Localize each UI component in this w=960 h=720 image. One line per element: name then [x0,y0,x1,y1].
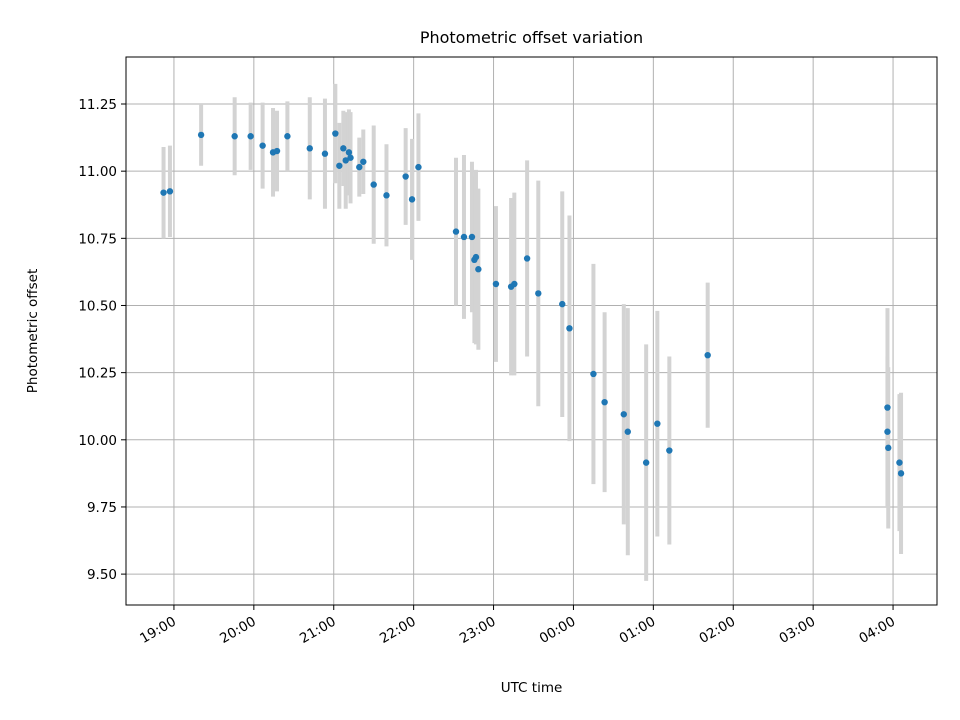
x-axis-ticks: 19:00 20:00 21:00 22:00 23:00 00:00 01:00 02:00… [137,605,898,647]
plot-frame [125,56,938,606]
data-point [408,196,416,203]
data-point [654,420,661,427]
data-point [468,233,476,241]
data-point [452,228,460,235]
data-point [624,428,631,435]
data-point [332,130,339,137]
x-tick-label: 01:00 [617,614,659,647]
data-point [566,325,573,332]
x-tick-label: 22:00 [377,614,419,647]
data-point [523,255,531,262]
data-point [273,147,281,155]
data-point [342,157,349,164]
x-tick-label: 21:00 [297,614,339,647]
data-point [590,370,597,378]
x-tick-label: 03:00 [776,614,818,647]
y-tick-label: 9.50 [87,567,117,583]
x-tick-label: 04:00 [856,614,898,647]
data-point [370,181,377,188]
data-point [284,133,291,140]
x-axis-label: UTC time [501,680,563,696]
data-point [345,149,353,156]
x-tick-label: 20:00 [217,614,259,647]
data-point [321,150,329,157]
y-tick-label: 9.75 [87,500,117,516]
data-point [402,173,409,180]
y-tick-label: 10.25 [78,366,117,382]
data-point [383,192,390,199]
data-point [166,188,174,195]
data-point [897,470,905,477]
data-point [642,459,650,466]
y-axis-ticks: 9.50 9.75 10.00 10.25 10.50 10.75 11.00 11.25 [78,97,126,583]
x-tick-label: 23:00 [457,614,499,647]
y-tick-label: 10.00 [78,433,117,449]
data-point [472,253,480,261]
x-tick-label: 00:00 [537,614,579,647]
data-point [704,351,711,359]
y-tick-label: 11.25 [78,97,117,113]
data-point [247,133,254,140]
data-point [559,300,566,308]
data-point [336,162,343,169]
data-point [460,233,468,241]
data-point [884,404,891,411]
y-tick-label: 11.00 [78,164,117,180]
data-point [885,444,892,452]
data-point [884,428,891,435]
data-points [160,130,905,477]
data-point [896,459,903,466]
y-tick-label: 10.50 [78,298,117,314]
data-point [511,280,518,288]
data-point [666,447,673,454]
data-point [620,411,627,418]
data-point [231,133,238,140]
data-point [340,145,347,152]
data-point [306,145,313,152]
data-point [535,290,542,297]
data-point [347,154,354,161]
data-point [360,158,367,165]
y-tick-label: 10.75 [78,231,117,247]
data-point [492,280,500,288]
data-point [356,163,363,171]
errorbars [161,83,904,581]
x-tick-label: 02:00 [697,614,739,647]
data-point [415,163,422,171]
data-point [160,189,167,196]
x-tick-label: 19:00 [137,614,179,647]
data-point [197,131,205,139]
data-point [601,398,608,406]
data-point [475,266,482,273]
data-point [259,142,266,149]
grid [126,57,937,605]
chart-title: Photometric offset variation [420,28,643,47]
y-axis-label: Photometric offset [25,269,41,393]
